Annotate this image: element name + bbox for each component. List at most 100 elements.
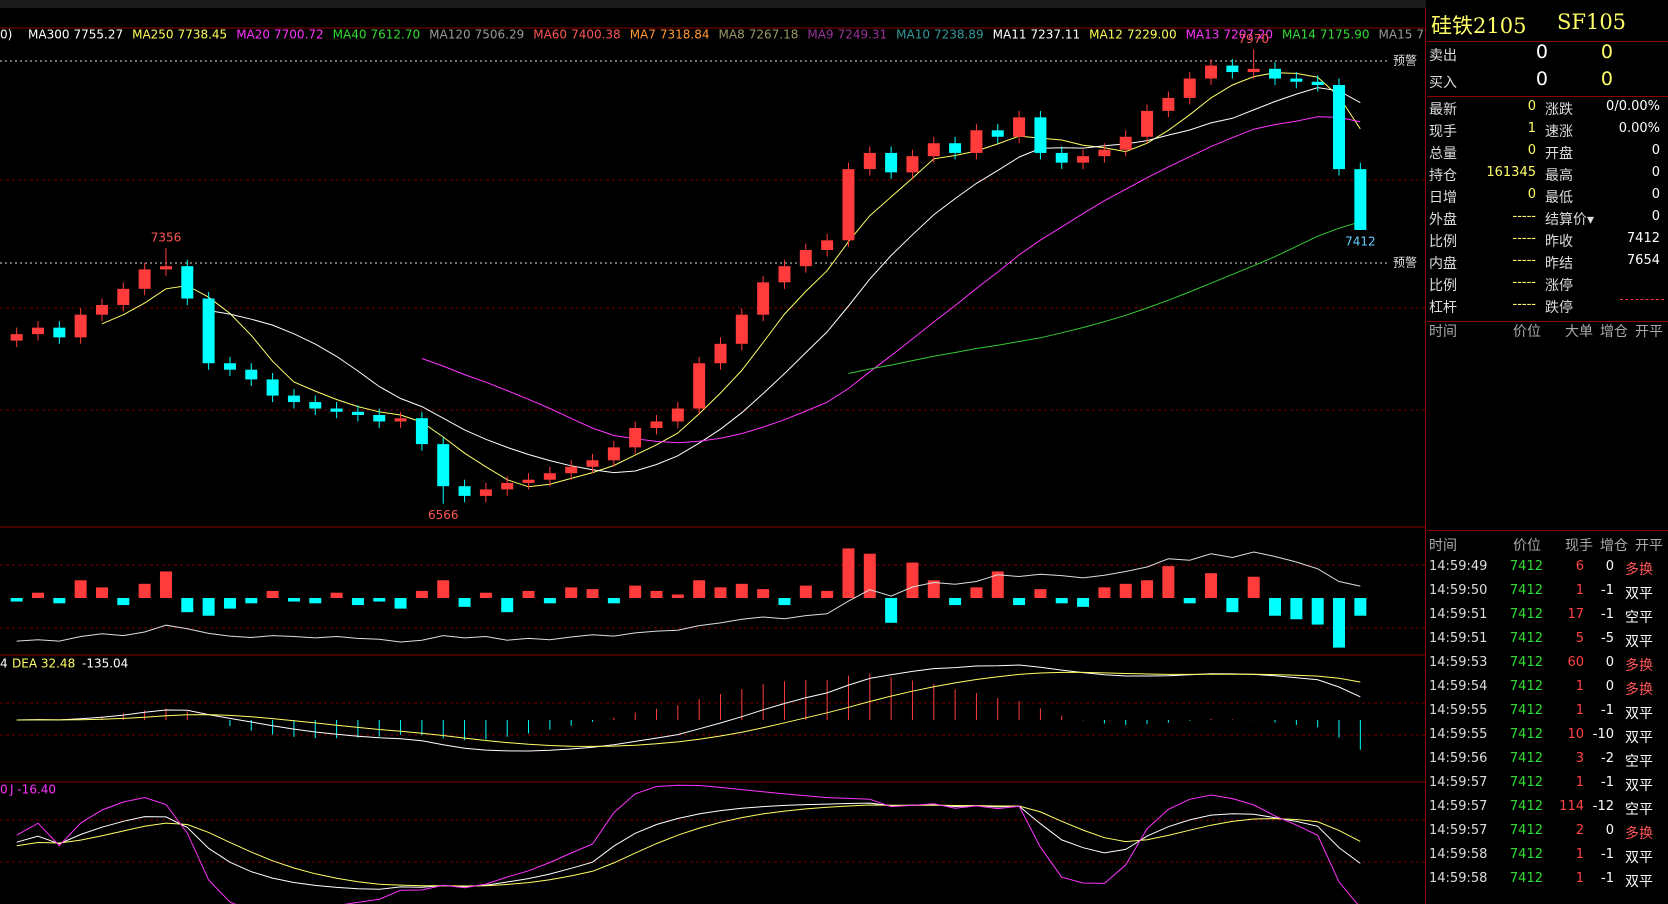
trade-type: 多换	[1625, 658, 1653, 674]
candle-body	[522, 479, 535, 483]
volume-bar	[266, 590, 279, 598]
trade-price: 7412	[1509, 679, 1543, 694]
quote-key: 涨跌	[1545, 102, 1573, 118]
trade-type: 双平	[1625, 730, 1653, 746]
volume-bar	[629, 585, 642, 598]
candle-body	[1354, 169, 1367, 230]
trade-time: 14:59:55	[1429, 703, 1488, 718]
instrument-name: 硅铁2105	[1431, 14, 1527, 38]
candle-body	[714, 343, 727, 364]
trade-change: -1	[1601, 583, 1614, 598]
book-price: 0	[1535, 41, 1548, 63]
trade-change: -1	[1601, 703, 1614, 718]
volume-bar	[735, 583, 748, 598]
volume-bar	[202, 598, 215, 616]
book-qty: 0	[1600, 68, 1613, 90]
macd-value: -135.04	[82, 657, 128, 671]
column-header: 增仓	[1600, 538, 1628, 554]
trade-change: -1	[1601, 871, 1614, 886]
quote-key: 涨停	[1545, 278, 1573, 294]
quote-value: 161345	[1486, 165, 1536, 180]
volume-bar	[53, 598, 66, 604]
candle-body	[991, 130, 1004, 137]
ma-name: MA12	[1089, 28, 1123, 42]
quote-value: 7654	[1626, 253, 1660, 268]
separator	[1427, 530, 1668, 531]
ma-name: MA8	[719, 28, 745, 42]
trade-type: 双平	[1625, 634, 1653, 650]
quote-key: 最低	[1545, 190, 1573, 206]
quote-key: 昨结	[1545, 256, 1573, 272]
ma-value: 7318.84	[660, 28, 710, 42]
candle-body	[586, 460, 599, 467]
candle-body	[1013, 117, 1026, 137]
candle-body	[10, 334, 23, 341]
trade-price: 7412	[1509, 583, 1543, 598]
ma-value: 7175.90	[1320, 28, 1370, 42]
top-bar	[0, 0, 1426, 8]
book-label: 卖出	[1429, 48, 1457, 64]
trade-volume: 1	[1575, 871, 1584, 886]
quote-value: -----	[1512, 297, 1536, 312]
trade-price: 7412	[1509, 871, 1543, 886]
candle-body	[1077, 156, 1090, 163]
trade-change: -12	[1592, 799, 1614, 814]
grid	[0, 179, 1425, 863]
macd-dea	[16, 671, 1361, 747]
candle-body	[373, 415, 386, 422]
trade-volume: 1	[1575, 703, 1584, 718]
candle-body	[501, 482, 514, 490]
volume-bar	[10, 598, 23, 602]
trade-volume: 1	[1575, 847, 1584, 862]
ma-name: MA300	[28, 28, 69, 42]
trade-change: -5	[1601, 631, 1614, 646]
candle-body	[1183, 78, 1196, 98]
candle-body	[181, 266, 194, 299]
quote-key: 结算价▾	[1545, 212, 1595, 228]
volume-bar	[437, 580, 450, 598]
quote-value: 0	[1651, 143, 1660, 158]
ma-name: MA7	[630, 28, 656, 42]
volume-bar	[906, 562, 919, 598]
candle-body	[821, 240, 834, 250]
column-header: 大单	[1565, 324, 1593, 340]
trade-type: 双平	[1625, 586, 1653, 602]
volume-bar	[309, 598, 322, 604]
candle-body	[671, 408, 684, 422]
column-header: 价位	[1513, 538, 1541, 554]
trade-type: 双平	[1625, 874, 1653, 890]
volume-bar	[586, 589, 599, 598]
trade-type: 空平	[1625, 802, 1653, 818]
quote-key: 外盘	[1429, 212, 1457, 228]
trade-time: 14:59:57	[1429, 799, 1488, 814]
volume-bar	[287, 598, 300, 602]
macd-dif	[16, 664, 1361, 752]
trade-time: 14:59:51	[1429, 631, 1488, 646]
volume-bar	[714, 587, 727, 598]
separator	[1427, 41, 1668, 42]
candle-body	[223, 363, 236, 370]
ma-name: MA60	[533, 28, 567, 42]
ma-name: MA120	[429, 28, 470, 42]
column-header: 价位	[1513, 324, 1541, 340]
separator	[1427, 96, 1668, 97]
candle-body	[479, 489, 492, 496]
moving-average	[101, 72, 1361, 488]
candle-body	[1034, 117, 1047, 153]
volume-bar	[970, 587, 983, 598]
candle-body	[138, 269, 151, 289]
moving-average	[208, 87, 1361, 474]
separator	[1427, 321, 1668, 322]
alert-label: 预警	[1393, 53, 1417, 68]
ma-value: 7229.00	[1127, 28, 1177, 42]
kdj-line	[16, 802, 1361, 890]
candle-body	[607, 447, 620, 461]
candle-body	[1055, 152, 1068, 163]
trade-change: -1	[1601, 847, 1614, 862]
trade-type: 双平	[1625, 850, 1653, 866]
volume-bar	[1098, 587, 1111, 598]
ma-name: MA9	[807, 28, 833, 42]
volume-bar	[778, 598, 791, 606]
candle-body	[159, 266, 172, 270]
